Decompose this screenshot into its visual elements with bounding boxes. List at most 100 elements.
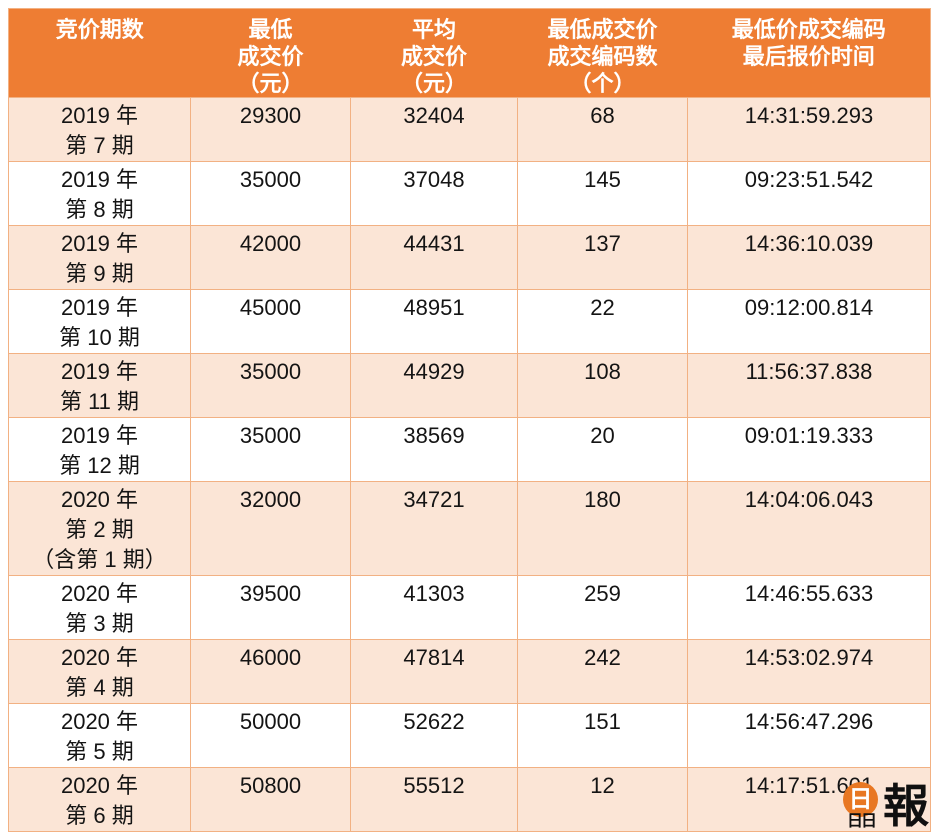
header-line: 最低成交价	[547, 17, 658, 42]
table-row: 2020 年第 2 期 （含第 1 期） 32000 34721 180 14:04:06…	[8, 481, 931, 576]
period-line: 2020 年	[60, 709, 139, 734]
code-count-cell: 137	[517, 225, 688, 290]
period-line: 2019 年	[60, 359, 139, 384]
table-row: 2019 年第 8 期 35000 37048 145 09:23:51.542	[8, 161, 931, 226]
last-time-cell: 09:23:51.542	[687, 161, 931, 226]
avg-price-cell: 41303	[350, 575, 518, 640]
header-line: 最低价成交编码	[731, 17, 886, 42]
period-cell: 2019 年第 9 期	[8, 225, 191, 290]
last-time-cell: 14:46:55.633	[687, 575, 931, 640]
avg-price-cell: 44929	[350, 353, 518, 418]
period-line: 第 11 期	[59, 389, 140, 414]
min-price-cell: 46000	[190, 639, 351, 704]
last-time-cell: 14:53:02.974	[687, 639, 931, 704]
min-price-cell: 29300	[190, 97, 351, 162]
table-header: 竞价期数 最低 成交价 （元） 平均 成交价 （元） 最低成交价 成交编码数 （个） 最低价…	[8, 8, 931, 98]
last-time-cell: 09:01:19.333	[687, 417, 931, 482]
avg-price-cell: 47814	[350, 639, 518, 704]
avg-price-cell: 32404	[350, 97, 518, 162]
table-body: 2019 年第 7 期 29300 32404 68 14:31:59.293 2019 …	[8, 97, 931, 832]
period-cell: 2020 年第 2 期 （含第 1 期）	[8, 481, 191, 576]
min-price-cell: 35000	[190, 161, 351, 226]
header-avg-price: 平均 成交价 （元）	[350, 8, 518, 98]
period-line: 2020 年	[60, 645, 139, 670]
period-cell: 2019 年第 11 期	[8, 353, 191, 418]
header-last-time: 最低价成交编码 最后报价时间	[687, 8, 931, 98]
header-code-count: 最低成交价 成交编码数 （个）	[517, 8, 688, 98]
last-time-cell: 14:31:59.293	[687, 97, 931, 162]
period-cell: 2020 年第 6 期	[8, 767, 191, 832]
period-line: 2019 年	[60, 167, 139, 192]
period-line: 2020 年	[60, 581, 139, 606]
header-period: 竞价期数	[8, 8, 191, 98]
last-time-cell: 14:04:06.043	[687, 481, 931, 576]
table-row: 2019 年第 12 期 35000 38569 20 09:01:19.333	[8, 417, 931, 482]
code-count-cell: 108	[517, 353, 688, 418]
period-cell: 2020 年第 3 期	[8, 575, 191, 640]
avg-price-cell: 55512	[350, 767, 518, 832]
period-line: 2019 年	[60, 231, 139, 256]
header-line: 竞价期数	[55, 17, 144, 42]
period-line: 2019 年	[60, 295, 139, 320]
period-line: 2020 年	[60, 487, 139, 512]
header-row: 竞价期数 最低 成交价 （元） 平均 成交价 （元） 最低成交价 成交编码数 （个） 最低价…	[8, 8, 931, 98]
avg-price-cell: 52622	[350, 703, 518, 768]
avg-price-cell: 44431	[350, 225, 518, 290]
table-row: 2019 年第 9 期 42000 44431 137 14:36:10.039	[8, 225, 931, 290]
period-line: （含第 1 期）	[32, 547, 167, 572]
table-row: 2019 年第 11 期 35000 44929 108 11:56:37.838	[8, 353, 931, 418]
last-time-cell: 11:56:37.838	[687, 353, 931, 418]
min-price-cell: 35000	[190, 417, 351, 482]
avg-price-cell: 37048	[350, 161, 518, 226]
code-count-cell: 145	[517, 161, 688, 226]
period-line: 2019 年	[60, 423, 139, 448]
table-row: 2019 年第 10 期 45000 48951 22 09:12:00.814	[8, 289, 931, 354]
table-row: 2020 年第 4 期 46000 47814 242 14:53:02.974	[8, 639, 931, 704]
last-time-cell: 09:12:00.814	[687, 289, 931, 354]
period-line: 2019 年	[60, 103, 139, 128]
period-line: 第 5 期	[65, 739, 134, 764]
header-line: 成交编码数	[547, 44, 658, 69]
code-count-cell: 20	[517, 417, 688, 482]
header-min-price: 最低 成交价 （元）	[190, 8, 351, 98]
period-cell: 2019 年第 8 期	[8, 161, 191, 226]
period-line: 第 10 期	[59, 325, 140, 350]
code-count-cell: 68	[517, 97, 688, 162]
min-price-cell: 50000	[190, 703, 351, 768]
last-time-cell: 14:56:47.296	[687, 703, 931, 768]
period-cell: 2020 年第 5 期	[8, 703, 191, 768]
period-line: 第 7 期	[65, 133, 134, 158]
period-line: 第 9 期	[65, 261, 134, 286]
period-line: 第 2 期	[65, 517, 134, 542]
last-time-cell: 14:36:10.039	[687, 225, 931, 290]
period-line: 第 12 期	[59, 453, 140, 478]
header-line: 成交价	[400, 44, 467, 69]
period-cell: 2019 年第 12 期	[8, 417, 191, 482]
min-price-cell: 35000	[190, 353, 351, 418]
avg-price-cell: 38569	[350, 417, 518, 482]
min-price-cell: 50800	[190, 767, 351, 832]
avg-price-cell: 48951	[350, 289, 518, 354]
period-line: 第 6 期	[65, 803, 134, 828]
auction-results-table: 竞价期数 最低 成交价 （元） 平均 成交价 （元） 最低成交价 成交编码数 （个） 最低价…	[8, 8, 931, 832]
period-line: 第 8 期	[65, 197, 134, 222]
table-row: 2019 年第 7 期 29300 32404 68 14:31:59.293	[8, 97, 931, 162]
table-row: 2020 年第 3 期 39500 41303 259 14:46:55.633	[8, 575, 931, 640]
header-line: 最后报价时间	[742, 44, 875, 69]
period-line: 2020 年	[60, 773, 139, 798]
min-price-cell: 39500	[190, 575, 351, 640]
code-count-cell: 259	[517, 575, 688, 640]
header-line: 平均	[411, 17, 456, 42]
header-line: 最低	[248, 17, 293, 42]
header-line: （元）	[400, 71, 467, 96]
period-line: 第 4 期	[65, 675, 134, 700]
last-time-cell: 14:17:51.601	[687, 767, 931, 832]
header-line: （元）	[237, 71, 304, 96]
table-row: 2020 年第 5 期 50000 52622 151 14:56:47.296	[8, 703, 931, 768]
header-line: （个）	[569, 71, 636, 96]
period-cell: 2019 年第 7 期	[8, 97, 191, 162]
code-count-cell: 151	[517, 703, 688, 768]
code-count-cell: 12	[517, 767, 688, 832]
min-price-cell: 32000	[190, 481, 351, 576]
code-count-cell: 22	[517, 289, 688, 354]
